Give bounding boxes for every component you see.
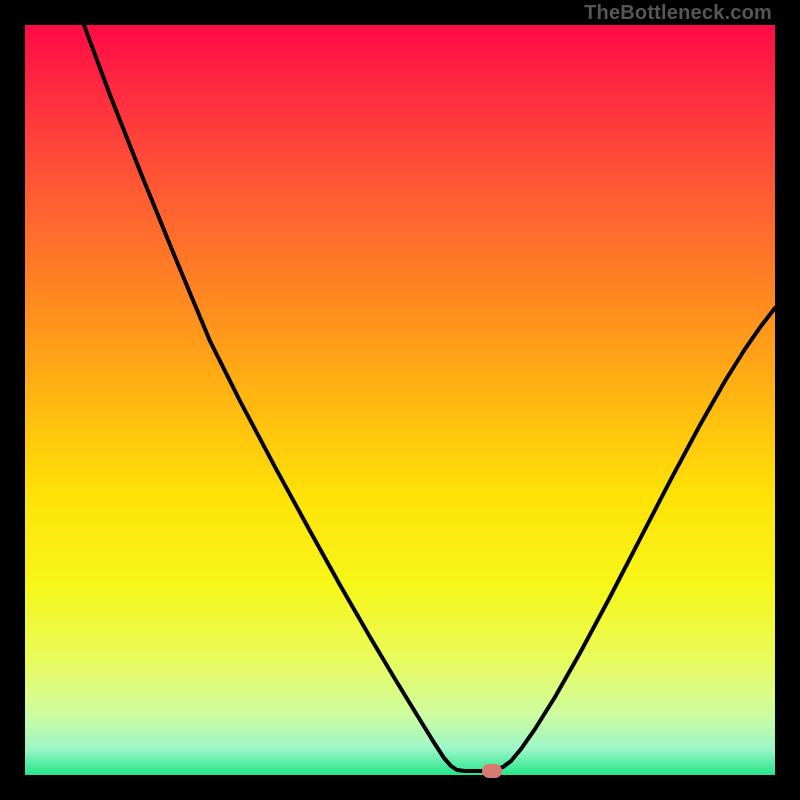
optimal-marker — [482, 764, 502, 778]
plot-area — [25, 25, 775, 775]
bottleneck-curve — [25, 25, 775, 775]
curve-polyline — [84, 25, 775, 771]
watermark-text: TheBottleneck.com — [584, 2, 772, 25]
chart-frame: TheBottleneck.com — [0, 0, 800, 800]
